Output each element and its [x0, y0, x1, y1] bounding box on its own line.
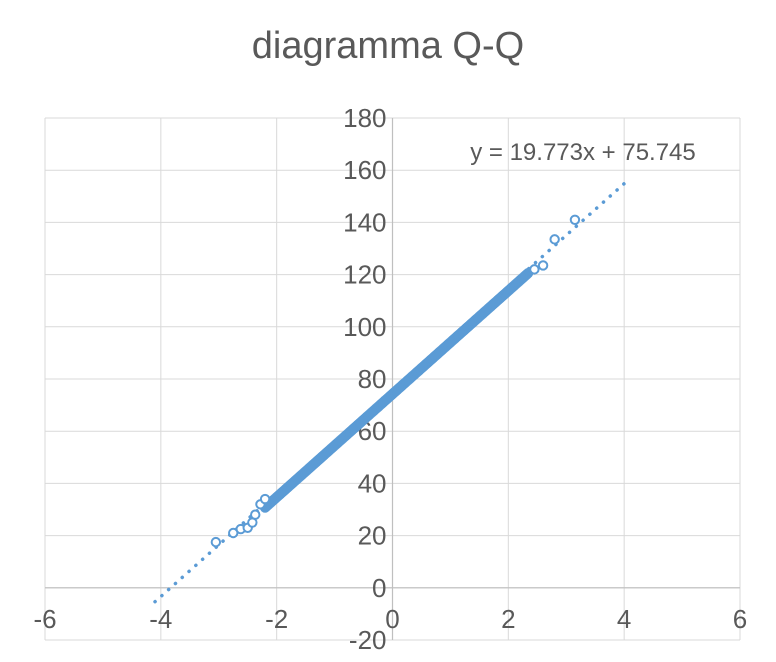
data-point [537, 260, 549, 271]
chart-axes [45, 118, 740, 640]
y-tick-label: 100 [343, 312, 386, 342]
y-tick-label: 180 [343, 103, 386, 133]
y-tick-label: 40 [358, 468, 387, 498]
y-tick-label: 0 [372, 573, 386, 603]
data-points [210, 214, 581, 548]
x-tick-label: 6 [733, 604, 747, 634]
y-tick-label: 20 [358, 521, 387, 551]
chart-title: diagramma Q-Q [252, 25, 524, 67]
x-tick-label: 2 [501, 604, 515, 634]
x-axis-ticks: -6 -4 -2 0 2 4 6 [33, 604, 747, 634]
data-point [259, 493, 271, 505]
x-tick-label: -2 [265, 604, 288, 634]
trendline-equation: y = 19.773x + 75.745 [470, 139, 696, 166]
x-tick-label: -6 [33, 604, 56, 634]
x-tick-label: 4 [617, 604, 631, 634]
y-tick-label: 140 [343, 207, 386, 237]
y-tick-label: -20 [349, 625, 387, 655]
data-point [529, 264, 540, 275]
x-tick-label: 0 [385, 604, 399, 634]
y-tick-label: 80 [358, 364, 387, 394]
y-tick-label: 120 [343, 260, 386, 290]
data-point [210, 536, 222, 548]
data-point [569, 214, 581, 225]
data-point [250, 509, 261, 520]
x-tick-label: -4 [149, 604, 172, 634]
data-point [549, 234, 560, 245]
y-tick-label: 160 [343, 155, 386, 185]
